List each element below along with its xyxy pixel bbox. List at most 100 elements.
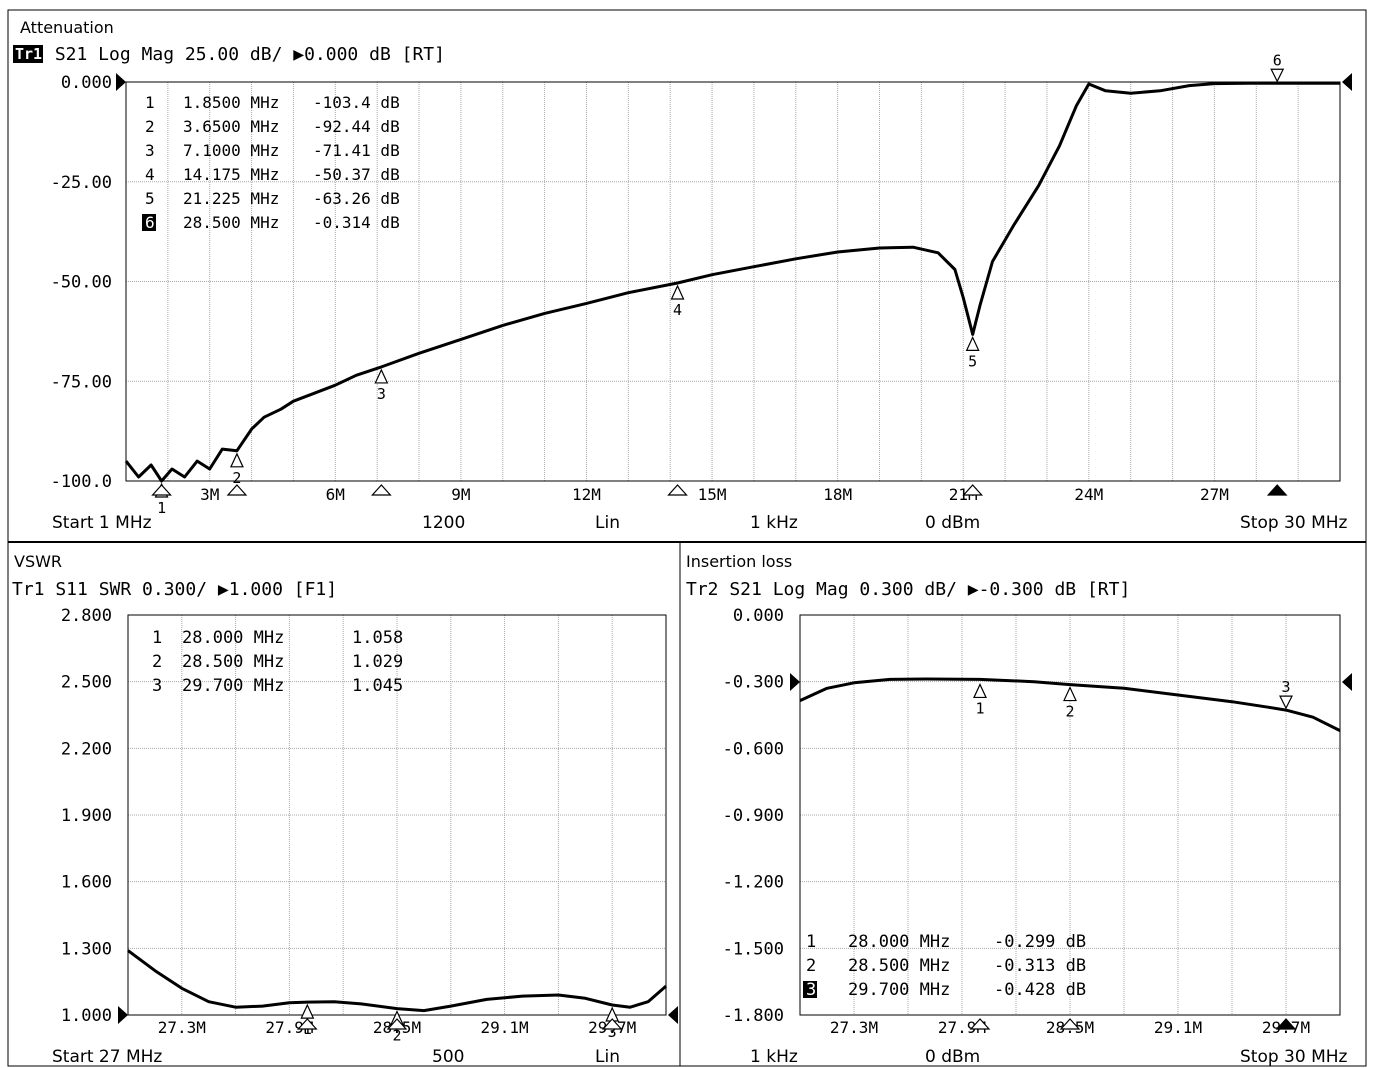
marker-label: 4 <box>673 301 682 319</box>
y-tick-label: 0.000 <box>61 73 112 93</box>
marker-num[interactable]: 2 <box>145 117 155 136</box>
panel-title: Insertion loss <box>686 552 792 571</box>
insertion-loss-plot: 0.000 -0.300 -0.600 -0.900 -1.200 -1.500 -1.80… <box>723 606 1352 1037</box>
marker-label: 1 <box>975 699 984 717</box>
marker-triangle-icon[interactable] <box>1063 686 1077 702</box>
marker-label: 3 <box>377 385 386 403</box>
marker-num[interactable]: 5 <box>145 189 155 208</box>
marker-active-bg <box>803 981 817 998</box>
marker-value: -0.428 dB <box>994 980 1086 1000</box>
marker-2[interactable]: 2 <box>1063 686 1077 721</box>
footer-start: Start 27 MHz <box>52 1047 162 1067</box>
trace-line <box>124 81 1340 483</box>
marker-position-icon <box>1059 1018 1081 1030</box>
insertion-loss-panel: Insertion loss Tr2 S21 Log Mag 0.300 dB/… <box>686 552 1352 1067</box>
marker-num[interactable]: 3 <box>806 980 816 1000</box>
y-tick-label: -50.00 <box>51 273 112 293</box>
x-tick-label: 27M <box>1200 485 1229 504</box>
y-tick-label: 1.000 <box>61 1006 112 1026</box>
marker-value: -92.44 dB <box>313 117 400 136</box>
marker-freq: 28.500 MHz <box>848 956 950 976</box>
marker-value: -0.314 dB <box>313 213 400 232</box>
marker-value: -0.299 dB <box>994 932 1086 952</box>
trace-badge-bg <box>13 45 43 63</box>
marker-num[interactable]: 1 <box>145 93 155 112</box>
marker-triangle-icon[interactable] <box>374 368 389 384</box>
marker-freq: 29.700 MHz <box>182 676 284 696</box>
reference-left-icon <box>116 73 126 91</box>
x-tick-label: 3M <box>200 485 219 504</box>
marker-num[interactable]: 2 <box>152 652 162 672</box>
marker-num[interactable]: 1 <box>152 628 162 648</box>
x-tick-label: 29.1M <box>481 1018 529 1037</box>
marker-num[interactable]: 3 <box>145 141 155 160</box>
marker-freq: 28.500 MHz <box>183 213 279 232</box>
marker-label: 3 <box>1281 678 1290 696</box>
marker-num[interactable]: 6 <box>145 213 155 232</box>
marker-1[interactable]: 1 <box>973 683 987 717</box>
y-tick-label: 1.900 <box>61 806 112 826</box>
marker-position-icon <box>371 484 392 496</box>
marker-triangle-icon[interactable] <box>1279 695 1293 710</box>
marker-freq: 14.175 MHz <box>183 165 279 184</box>
y-tick-label: 1.600 <box>61 873 112 893</box>
footer-start: Start 1 MHz <box>52 513 152 533</box>
marker-value: -50.37 dB <box>313 165 400 184</box>
marker-num[interactable]: 4 <box>145 165 155 184</box>
marker-triangle-icon[interactable] <box>1270 68 1285 83</box>
vswr-panel: VSWR Tr1 S11 SWR 0.300/ ▶1.000 [F1] 2.80… <box>12 552 678 1067</box>
marker-3[interactable]: 3 <box>1279 678 1293 710</box>
marker-triangle-icon[interactable] <box>300 1003 315 1019</box>
marker-3[interactable]: 3 <box>374 368 389 403</box>
marker-value: 1.029 <box>352 652 403 672</box>
marker-value: 1.045 <box>352 676 403 696</box>
marker-num[interactable]: 2 <box>806 956 816 976</box>
x-tick-label: 12M <box>572 485 601 504</box>
marker-6[interactable]: 6 <box>1270 51 1285 83</box>
marker-table: 1 28.000 MHz -0.299 dB 2 28.500 MHz -0.313 dB… <box>803 932 1086 1000</box>
marker-position-icon <box>1275 1018 1297 1030</box>
trace-badge[interactable]: Tr1 <box>15 45 42 63</box>
marker-position-icon <box>962 484 984 496</box>
attenuation-panel: Attenuation Tr1 S21 Log Mag 25.00 dB/ ▶0… <box>13 18 1352 533</box>
footer-stop: Stop 30 MHz <box>1240 1047 1348 1067</box>
marker-5[interactable]: 5 <box>965 335 980 370</box>
footer-ifbw: 1 kHz <box>750 513 798 533</box>
trace-header[interactable]: S21 Log Mag 25.00 dB/ ▶0.000 dB [RT] <box>44 44 445 65</box>
x-tick-label: 27.3M <box>158 1018 206 1037</box>
footer-power: 0 dBm <box>925 513 980 533</box>
y-tick-label: 1.300 <box>61 939 112 959</box>
marker-num[interactable]: 1 <box>806 932 816 952</box>
y-tick-label: -100.0 <box>51 472 112 492</box>
footer-ifbw: 1 kHz <box>750 1047 798 1067</box>
marker-triangle-icon[interactable] <box>965 335 980 352</box>
y-tick-label: -1.200 <box>723 873 784 893</box>
plot-grid <box>800 615 1340 1015</box>
attenuation-footer: Start 1 MHz 1200 Lin 1 kHz 0 dBm Stop 30… <box>52 513 1348 533</box>
marker-position-icon <box>151 484 172 496</box>
marker-freq: 7.1000 MHz <box>183 141 279 160</box>
vswr-plot: 2.800 2.500 2.200 1.900 1.600 1.300 1.000 27.3M… <box>61 606 678 1045</box>
marker-position-icon <box>969 1018 991 1030</box>
y-tick-label: -25.00 <box>51 173 112 193</box>
marker-label: 6 <box>1273 51 1282 69</box>
trace-header[interactable]: Tr1 S11 SWR 0.300/ ▶1.000 [F1] <box>12 579 337 600</box>
marker-4[interactable]: 4 <box>670 284 685 319</box>
marker-triangle-icon[interactable] <box>670 284 685 300</box>
marker-num[interactable]: 3 <box>152 676 162 696</box>
trace-line <box>799 677 1341 732</box>
marker-label: 2 <box>392 1027 401 1045</box>
marker-value: -71.41 dB <box>313 141 400 160</box>
marker-triangle-icon[interactable] <box>229 452 244 468</box>
marker-2[interactable]: 2 <box>229 452 244 487</box>
trace-header[interactable]: Tr2 S21 Log Mag 0.300 dB/ ▶-0.300 dB [RT… <box>686 579 1130 600</box>
vswr-footer: Start 27 MHz 500 Lin <box>52 1047 620 1067</box>
plot-frame <box>125 81 1341 482</box>
marker-position-icon <box>386 1018 408 1030</box>
marker-triangle-icon[interactable] <box>973 683 987 699</box>
marker-position-icon <box>1266 484 1288 496</box>
y-tick-label: -1.500 <box>723 939 784 959</box>
marker-position-icon <box>226 484 248 496</box>
panel-title: VSWR <box>14 552 62 571</box>
